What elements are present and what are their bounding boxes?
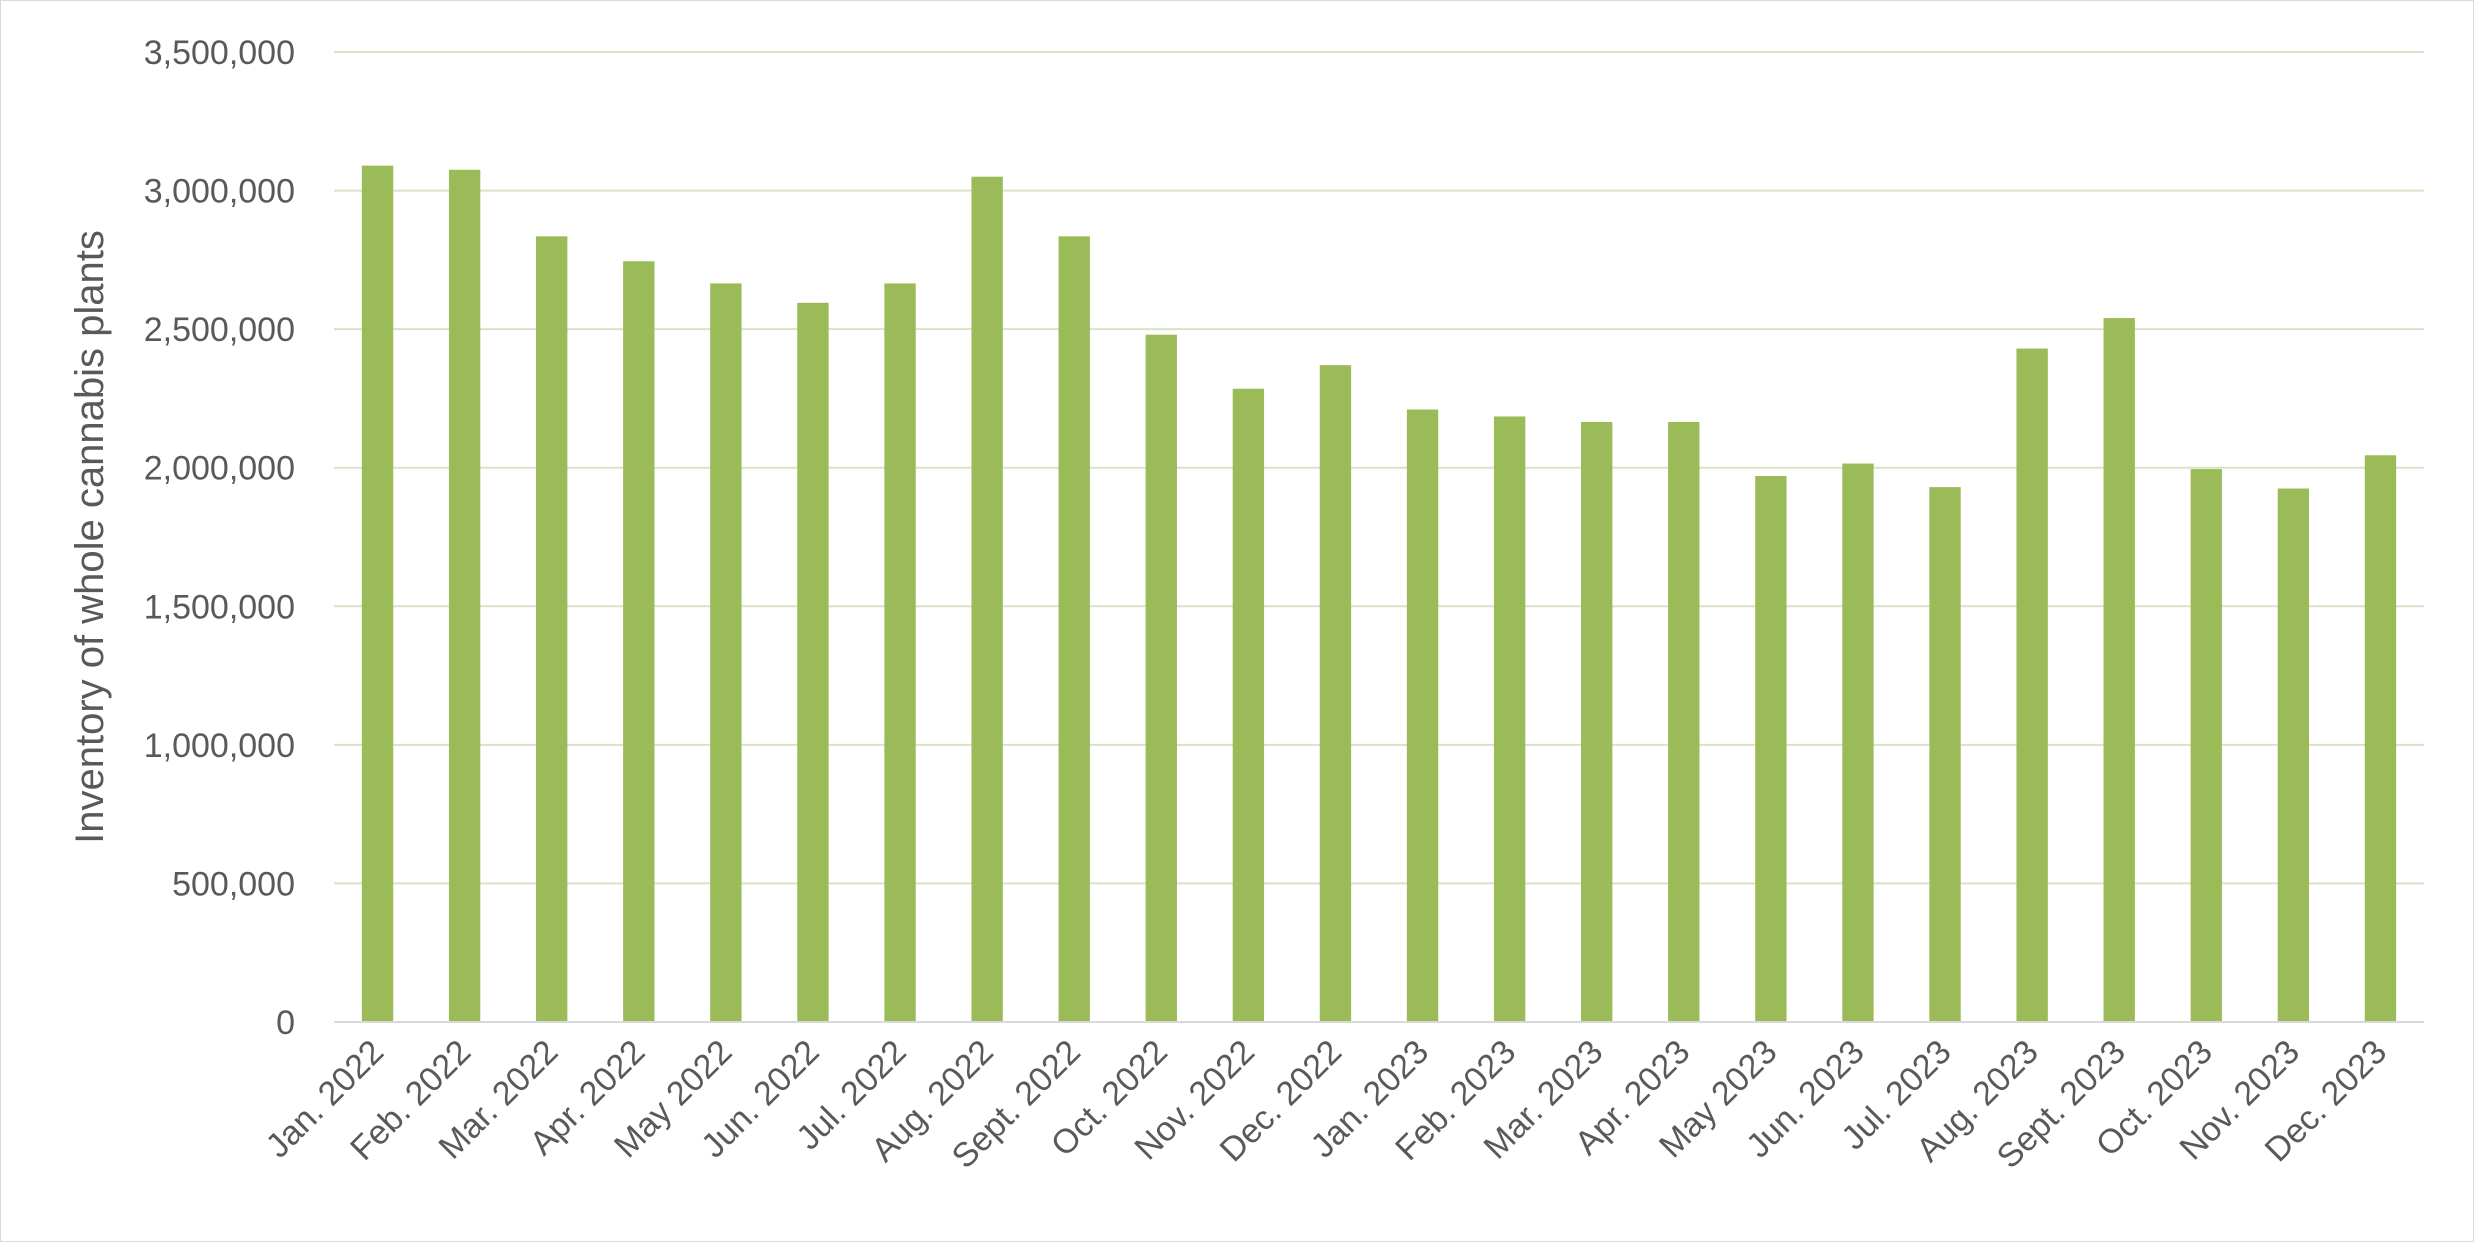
bar: [361, 165, 394, 1023]
bar: [2364, 455, 2397, 1022]
y-axis-tick-labels: 0 500,000 1,000,000 1,500,000 2,000,000 2,500…: [144, 34, 295, 1042]
bar: [1493, 416, 1526, 1022]
bar: [1929, 487, 1961, 1023]
y-axis-title: Inventory of whole cannabis plants: [68, 230, 112, 844]
gridlines: [334, 51, 2424, 885]
bar: [1058, 236, 1090, 1023]
bar: [1581, 421, 1613, 1022]
bar: [448, 169, 481, 1023]
bar: [1668, 421, 1700, 1022]
bar: [1145, 334, 1177, 1023]
y-tick-label: 1,500,000: [144, 588, 295, 626]
bar: [623, 261, 655, 1022]
bar: [2016, 348, 2048, 1022]
bar: [1842, 463, 1874, 1022]
y-tick-label: 3,000,000: [144, 173, 295, 211]
y-tick-label: 1,000,000: [144, 727, 295, 765]
y-tick-label: 2,000,000: [144, 450, 295, 488]
bar: [1232, 388, 1265, 1022]
bar: [2103, 318, 2135, 1022]
bar: [797, 302, 829, 1022]
bars: [361, 165, 2397, 1023]
bar: [536, 236, 568, 1023]
bar: [1319, 365, 1352, 1023]
bar: [971, 176, 1003, 1022]
bar: [710, 283, 742, 1022]
y-tick-label: 500,000: [172, 865, 295, 903]
bar: [2190, 469, 2222, 1023]
bar: [2277, 488, 2310, 1022]
y-tick-label: 0: [276, 1004, 295, 1042]
bar: [1755, 476, 1787, 1022]
bar: [1406, 409, 1439, 1022]
y-tick-label: 2,500,000: [144, 311, 295, 349]
y-tick-label: 3,500,000: [144, 34, 295, 72]
bar: [884, 283, 916, 1022]
